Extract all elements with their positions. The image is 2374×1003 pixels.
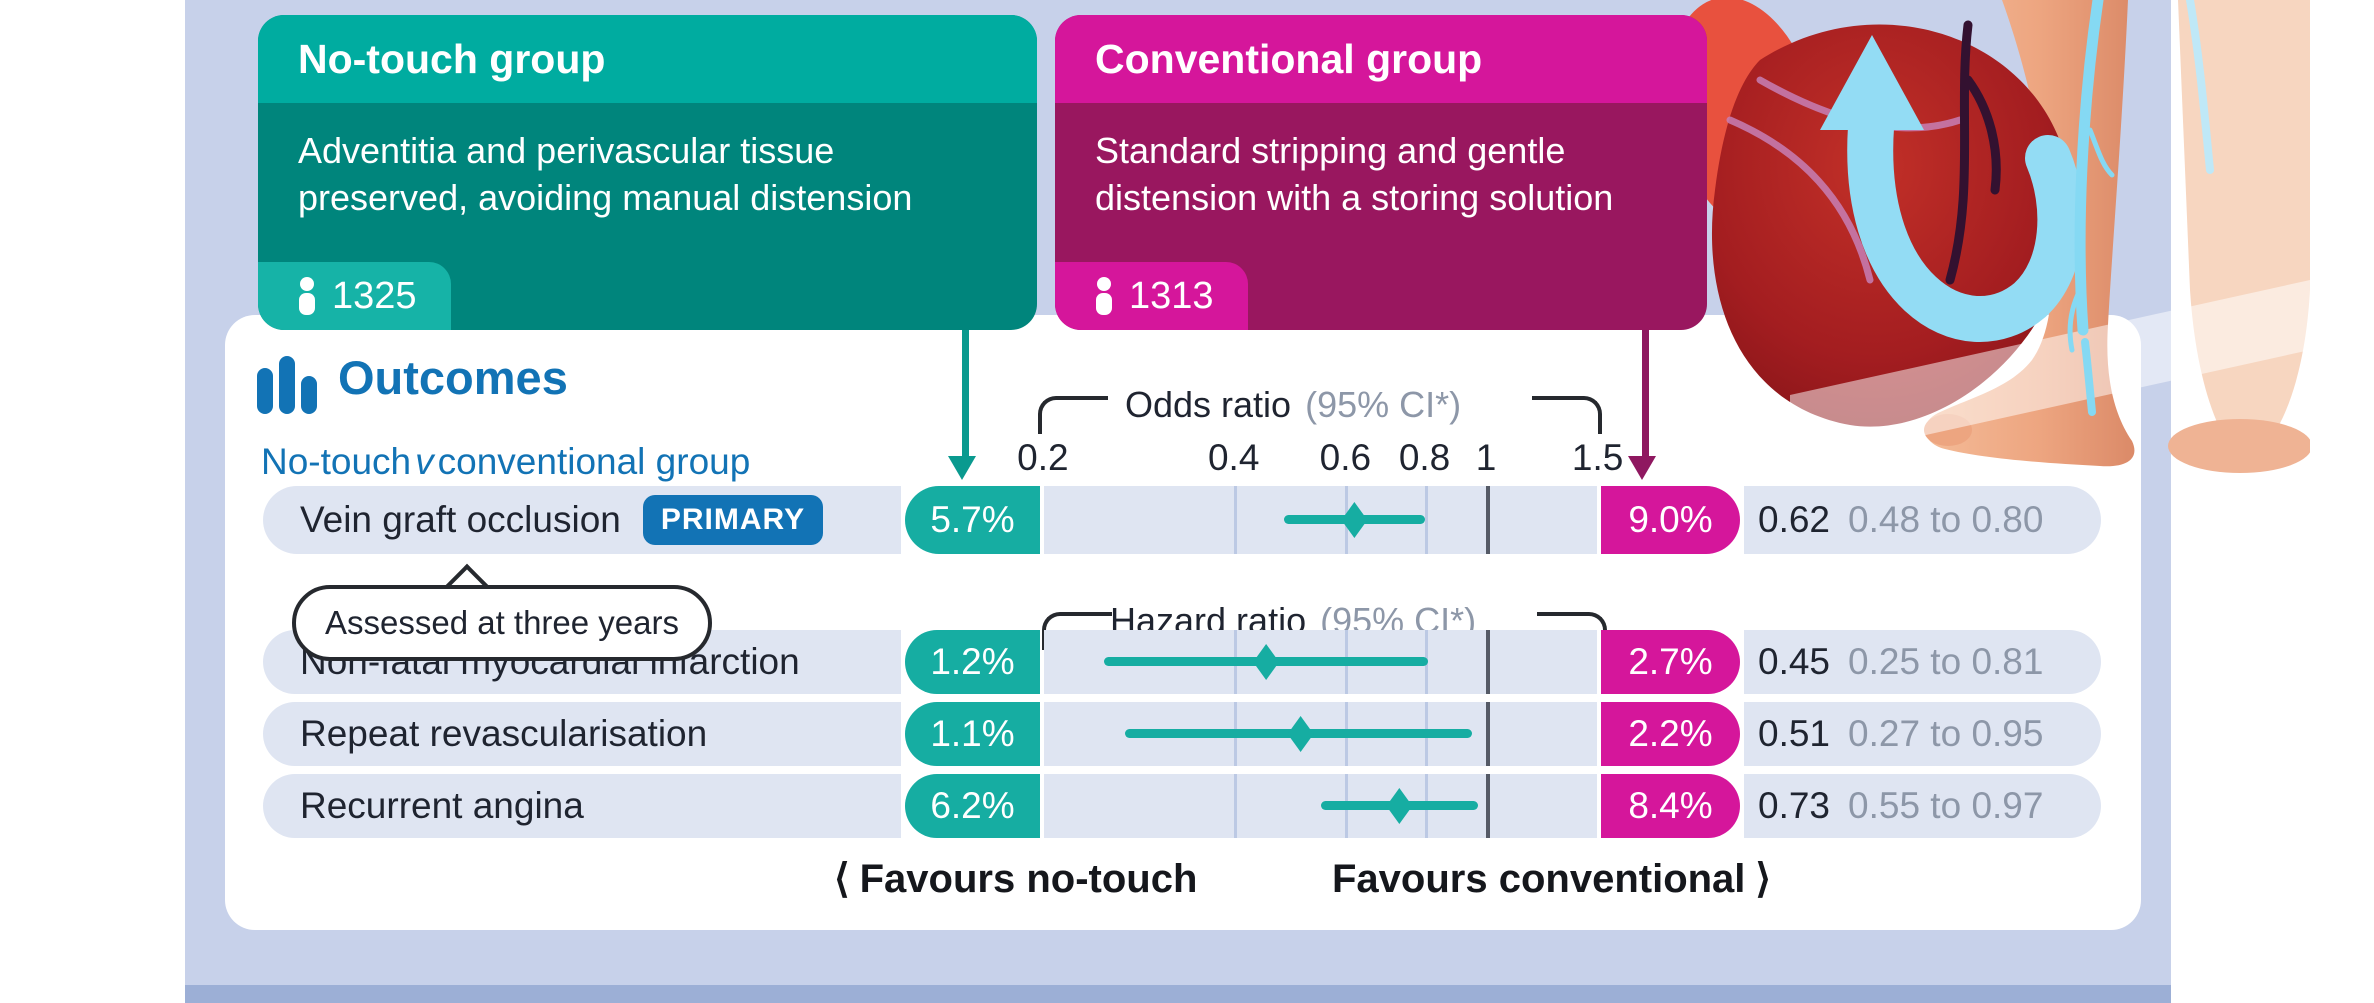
gridline <box>1233 486 1237 554</box>
highlight-band <box>1790 280 2310 465</box>
ci-range: 0.25 to 0.81 <box>1848 641 2044 682</box>
reference-line <box>1486 702 1490 766</box>
forest-plot-strip <box>1044 702 1597 766</box>
point-estimate-diamond <box>1386 788 1413 824</box>
blue-flow-arrow-head <box>1820 35 1924 130</box>
conventional-group-title: Conventional group <box>1055 15 1707 103</box>
heart-and-leg-illustration <box>1669 0 2310 473</box>
estimate-pill: 0.51 0.27 to 0.95 <box>1744 702 2101 766</box>
background-bottom-strip <box>185 985 2171 1003</box>
estimate-value: 0.51 <box>1758 713 1831 754</box>
point-estimate-diamond <box>1253 644 1280 680</box>
axis-tick-0.2: 0.2 <box>1017 437 1069 478</box>
no-touch-percentage: 1.1% <box>905 702 1040 766</box>
odds-ratio-header: Odds ratio (95% CI*) <box>1125 384 1461 426</box>
odds-ratio-label: Odds ratio <box>1125 384 1292 425</box>
estimate-pill: 0.62 0.48 to 0.80 <box>1744 486 2101 554</box>
no-touch-group-count: 1325 <box>332 274 417 317</box>
back-foot <box>2168 419 2310 473</box>
no-touch-percentage: 6.2% <box>905 774 1040 838</box>
graft-vein-dark <box>1945 20 2001 285</box>
forest-plot-strip <box>1044 774 1597 838</box>
conventional-percentage: 2.7% <box>1601 630 1740 694</box>
conventional-percentage: 9.0% <box>1601 486 1740 554</box>
odds-bracket-right <box>1532 396 1602 434</box>
no-touch-group-count-badge: 1325 <box>258 262 451 330</box>
no-touch-group-card: No-touch group Adventitia and perivascul… <box>258 15 1037 330</box>
back-leg <box>2150 0 2310 462</box>
conventional-group-count: 1313 <box>1129 274 1214 317</box>
subtitle-versus: v <box>415 441 434 482</box>
reference-line <box>1486 774 1490 838</box>
estimate-pill: 0.73 0.55 to 0.97 <box>1744 774 2101 838</box>
back-leg-vein <box>2186 0 2214 174</box>
table-row-recurrent-angina: Recurrent angina 6.2% 8.4% 0.73 0.55 to … <box>263 774 2101 838</box>
point-estimate-diamond <box>1287 716 1314 752</box>
note-bubble: Assessed at three years <box>292 585 712 661</box>
favours-no-touch-label: ⟨ Favours no-touch <box>824 856 1197 902</box>
reference-line <box>1486 630 1490 694</box>
row-label-pill: Repeat revascularisation <box>263 702 901 766</box>
conventional-percentage: 2.2% <box>1601 702 1740 766</box>
forest-plot-strip <box>1044 486 1597 554</box>
gridline <box>1233 774 1237 838</box>
gridline <box>1424 486 1428 554</box>
row-label: Repeat revascularisation <box>300 713 708 754</box>
axis-tick-0.4: 0.4 <box>1207 437 1260 478</box>
row-label-pill: Vein graft occlusion PRIMARY <box>263 486 901 554</box>
estimate-value: 0.73 <box>1758 785 1831 826</box>
table-row-repeat-revascularisation: Repeat revascularisation 1.1% 2.2% 0.51 … <box>263 702 2101 766</box>
forest-plot-strip <box>1044 630 1597 694</box>
estimate-pill: 0.45 0.25 to 0.81 <box>1744 630 2101 694</box>
primary-badge: PRIMARY <box>642 495 824 545</box>
conventional-arrow-head <box>1628 456 1656 480</box>
row-label: Vein graft occlusion <box>300 499 621 540</box>
estimate-value: 0.62 <box>1758 499 1831 540</box>
ci-range: 0.27 to 0.95 <box>1848 713 2044 754</box>
conventional-group-description: Standard stripping and gentle distension… <box>1095 130 1614 218</box>
chevron-right-icon: ⟩ <box>1755 857 1772 901</box>
row-label-pill: Recurrent angina <box>263 774 901 838</box>
axis-tick-0.6: 0.6 <box>1319 437 1372 478</box>
ci-range: 0.55 to 0.97 <box>1848 785 2044 826</box>
no-touch-group-title: No-touch group <box>258 15 1037 103</box>
estimate-value: 0.45 <box>1758 641 1831 682</box>
row-label: Recurrent angina <box>300 785 584 826</box>
axis-tick-1: 1 <box>1475 437 1497 478</box>
no-touch-percentage: 5.7% <box>905 486 1040 554</box>
ci-range: 0.48 to 0.80 <box>1848 499 2044 540</box>
reference-line <box>1486 486 1490 554</box>
outcomes-subtitle: No-touch v conventional group <box>261 441 750 483</box>
subtitle-suffix: conventional group <box>437 441 751 482</box>
no-touch-group-description: Adventitia and perivascular tissue prese… <box>298 130 913 218</box>
bar-chart-icon <box>257 356 317 414</box>
subtitle-prefix: No-touch <box>261 441 412 482</box>
person-icon <box>1096 277 1112 315</box>
chevron-left-icon: ⟨ <box>834 857 850 901</box>
no-touch-percentage: 1.2% <box>905 630 1040 694</box>
conventional-group-count-badge: 1313 <box>1055 262 1248 330</box>
blue-flow-arrow-curve <box>1847 92 2084 342</box>
axis-tick-1.5: 1.5 <box>1571 437 1624 478</box>
conventional-arrow-line <box>1642 330 1649 458</box>
no-touch-arrow-head <box>948 456 976 480</box>
axis-tick-0.8: 0.8 <box>1398 437 1451 478</box>
conventional-percentage: 8.4% <box>1601 774 1740 838</box>
person-icon <box>299 277 315 315</box>
outcomes-title: Outcomes <box>338 351 568 404</box>
favours-left-text: Favours no-touch <box>859 857 1198 901</box>
table-row-non-fatal-mi: Non-fatal myocardial infarction 1.2% 2.7… <box>263 630 2101 694</box>
no-touch-arrow-line <box>962 330 969 458</box>
vein-branches <box>2067 127 2115 353</box>
favours-right-text: Favours conventional <box>1332 857 1746 901</box>
conventional-group-card: Conventional group Standard stripping an… <box>1055 15 1707 330</box>
favours-conventional-label: Favours conventional ⟩ <box>1332 856 1781 902</box>
table-row-vein-graft-occlusion: Vein graft occlusion PRIMARY 5.7% 9.0% 0… <box>263 486 2101 554</box>
odds-ratio-ci-label: (95% CI*) <box>1305 384 1462 425</box>
odds-bracket-left <box>1038 396 1108 434</box>
saphenous-vein-lower <box>2081 338 2096 416</box>
